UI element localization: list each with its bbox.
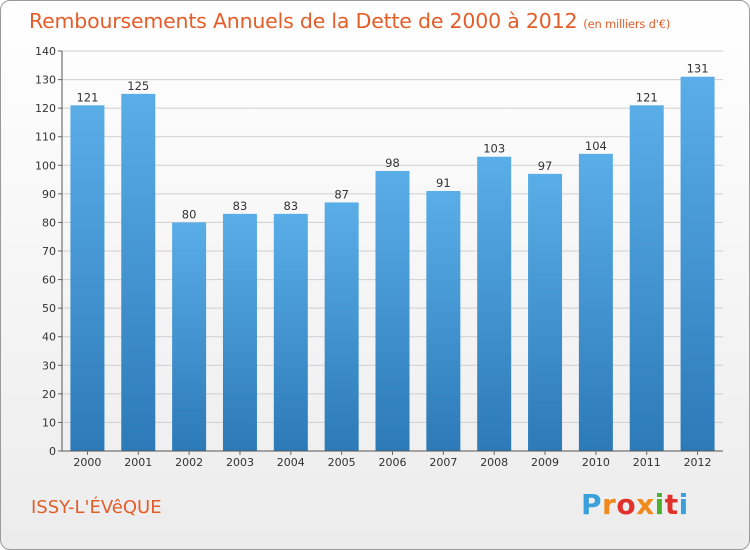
- data-labels: 121 125 80 83 83 87 98 91 103 97 104 121 131: [76, 62, 708, 222]
- bar-2005: [324, 202, 359, 451]
- y-tick-label: 20: [42, 388, 56, 401]
- y-tick-label: 130: [35, 74, 56, 87]
- logo-letter: x: [636, 488, 655, 521]
- bar-2009: [528, 173, 563, 451]
- x-tick-label: 2005: [328, 456, 356, 469]
- x-tick-label: 2003: [226, 456, 254, 469]
- bar-2001: [121, 93, 156, 451]
- logo-letter: P: [581, 488, 603, 521]
- x-tick-label: 2012: [684, 456, 712, 469]
- y-tick-label: 70: [42, 245, 56, 258]
- y-tick-label: 50: [42, 302, 56, 315]
- y-tick-label: 40: [42, 331, 56, 344]
- bar-2010: [578, 153, 613, 451]
- y-tick-label: 10: [42, 416, 56, 429]
- x-tick-label: 2011: [633, 456, 661, 469]
- y-tick-label: 120: [35, 102, 56, 115]
- proxiti-logo: Proxiti: [581, 488, 689, 521]
- logo-letter: o: [616, 488, 637, 521]
- bar-2002: [172, 222, 207, 451]
- x-tick-label: 2006: [379, 456, 407, 469]
- data-label-2007: 91: [436, 176, 451, 190]
- x-tick-label: 2009: [531, 456, 559, 469]
- bars: [70, 76, 715, 452]
- chart-title-text: Remboursements Annuels de la Dette de 20…: [29, 9, 578, 33]
- data-label-2003: 83: [233, 199, 248, 213]
- axes: 0 10 20 30 40 50 60 70 80 90 100 110 120 130 140 2000 20…: [35, 45, 723, 469]
- x-tick-label: 2002: [175, 456, 203, 469]
- bar-2008: [477, 156, 512, 451]
- chart-unit: (en milliers d'€): [583, 17, 671, 31]
- y-tick-label: 110: [35, 131, 56, 144]
- data-label-2001: 125: [127, 79, 149, 93]
- data-label-2008: 103: [483, 142, 505, 156]
- bar-2007: [426, 191, 461, 451]
- data-label-2002: 80: [182, 207, 197, 221]
- chart-title: Remboursements Annuels de la Dette de 20…: [29, 9, 670, 33]
- data-label-2011: 121: [636, 90, 658, 104]
- bar-2004: [273, 213, 308, 451]
- bar-2012: [680, 76, 715, 451]
- y-tick-label: 60: [42, 274, 56, 287]
- x-tick-label: 2010: [582, 456, 610, 469]
- y-tick-label: 140: [35, 45, 56, 58]
- logo-letter: i: [678, 488, 689, 521]
- data-label-2000: 121: [76, 90, 98, 104]
- data-label-2005: 87: [334, 187, 349, 201]
- place-name: ISSY-L'ÉVêQUE: [31, 497, 162, 518]
- y-tick-label: 30: [42, 359, 56, 372]
- x-tick-label: 2008: [480, 456, 508, 469]
- y-tick-label: 0: [49, 445, 56, 458]
- logo-letter: i: [654, 488, 665, 521]
- data-label-2006: 98: [385, 156, 400, 170]
- bar-2003: [222, 213, 257, 451]
- data-label-2004: 83: [283, 199, 298, 213]
- y-tick-label: 100: [35, 159, 56, 172]
- x-tick-label: 2007: [429, 456, 457, 469]
- x-tick-label: 2001: [124, 456, 152, 469]
- bar-2011: [629, 105, 664, 452]
- data-label-2009: 97: [538, 159, 553, 173]
- logo-letter: t: [664, 488, 679, 521]
- x-tick-label: 2004: [277, 456, 305, 469]
- data-label-2010: 104: [585, 139, 607, 153]
- y-tick-label: 80: [42, 216, 56, 229]
- data-label-2012: 131: [687, 62, 709, 76]
- bar-2000: [70, 105, 105, 452]
- logo-letter: r: [602, 488, 617, 521]
- bar-2006: [375, 171, 410, 451]
- x-tick-label: 2000: [73, 456, 101, 469]
- y-tick-label: 90: [42, 188, 56, 201]
